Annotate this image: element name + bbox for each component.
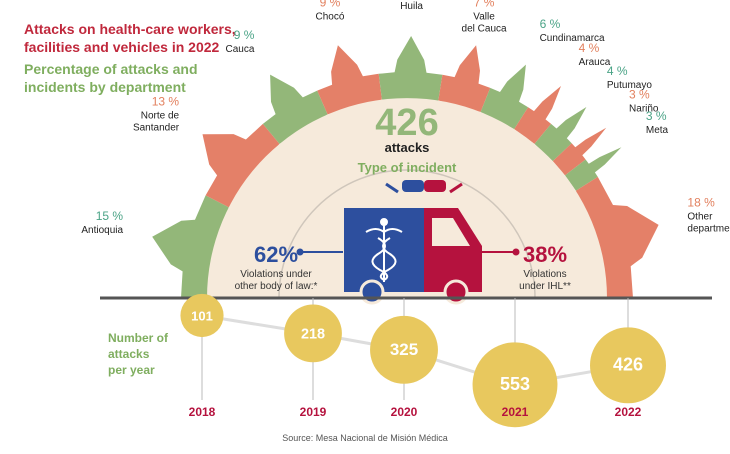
year-label-2018: 2018 — [189, 405, 216, 419]
type-of-incident-label: Type of incident — [358, 160, 457, 175]
incident-label-right-2: under IHL** — [519, 281, 571, 292]
department-slice-9 — [552, 127, 607, 176]
department-sectors — [152, 36, 659, 298]
total-attacks-label: attacks — [385, 140, 430, 155]
incident-value-right: 38% — [523, 242, 567, 267]
department-name-0-0: Antioquia — [81, 225, 123, 236]
department-value-8: 4 % — [607, 64, 628, 78]
department-value-2: 9 % — [234, 28, 255, 42]
department-value-3: 9 % — [320, 0, 341, 9]
incident-label-right-1: Violations — [523, 269, 566, 280]
source-text: Mesa Nacional de Misión Médica — [315, 433, 448, 443]
department-name-1-1: Santander — [133, 122, 180, 133]
department-slice-3 — [317, 45, 382, 115]
department-slice-8 — [534, 107, 587, 162]
department-name-5-0: Valle — [473, 11, 495, 22]
department-slice-7 — [514, 86, 561, 144]
department-name-4-0: Huila — [400, 1, 423, 12]
department-name-9-0: Nariño — [629, 103, 659, 114]
year-bubble-2018 — [180, 293, 224, 338]
department-name-11-0: Other — [687, 212, 713, 223]
department-slice-6 — [480, 64, 529, 130]
department-slice-5 — [438, 45, 491, 112]
department-value-10: 3 % — [646, 109, 667, 123]
department-name-3-0: Chocó — [315, 11, 344, 22]
department-name-8-0: Putumayo — [607, 80, 652, 91]
ambulance-light-red — [424, 180, 446, 192]
year-value-2018: 101 — [191, 308, 213, 323]
department-value-5: 7 % — [474, 0, 495, 9]
department-value-0: 15 % — [96, 209, 124, 223]
total-attacks-value: 426 — [375, 102, 438, 144]
department-slice-1 — [202, 123, 280, 208]
yearly-label-1: Number of — [108, 331, 169, 345]
ambulance-wheel-front — [443, 279, 469, 305]
department-slice-2 — [262, 74, 328, 144]
year-label-2022: 2022 — [615, 405, 642, 419]
year-label-2021: 2021 — [502, 405, 529, 419]
incident-label-left-1: Violations under — [240, 269, 312, 280]
caduceus-icon — [365, 218, 403, 282]
year-value-2022: 426 — [613, 354, 643, 374]
inner-disc — [207, 98, 607, 298]
department-name-2-0: Cauca — [226, 44, 255, 55]
ambulance-light-blue — [402, 180, 424, 192]
department-name-11-1: departments — [687, 224, 730, 235]
department-name-6-0: Cundinamarca — [540, 33, 605, 44]
incident-label-left-2: other body of law:* — [235, 281, 318, 292]
department-value-6: 6 % — [540, 17, 561, 31]
year-bubble-2021 — [472, 342, 558, 428]
ambulance-wheel-rear — [359, 279, 385, 305]
department-value-9: 3 % — [629, 87, 650, 101]
department-name-5-1: del Cauca — [462, 23, 507, 34]
department-name-7-0: Arauca — [579, 57, 611, 68]
department-slice-11 — [575, 176, 659, 298]
source-note: Source: Mesa Nacional de Misión Médica — [0, 433, 730, 443]
year-value-2019: 218 — [301, 326, 325, 342]
year-bubble-2022 — [590, 327, 666, 404]
year-label-2020: 2020 — [391, 405, 418, 419]
ambulance-icon — [344, 180, 482, 305]
year-value-2020: 325 — [390, 340, 418, 359]
department-slice-10 — [565, 147, 622, 191]
department-name-10-0: Meta — [646, 125, 669, 136]
department-value-1: 13 % — [152, 94, 180, 108]
ambulance-window — [432, 218, 470, 246]
incident-value-left: 62% — [254, 242, 298, 267]
source-label: Source: — [282, 433, 314, 443]
year-bubble-2020 — [370, 315, 438, 384]
title: Attacks on health-care workers, faciliti… — [24, 21, 236, 55]
year-label-2019: 2019 — [300, 405, 327, 419]
year-value-2021: 553 — [500, 374, 530, 394]
year-bubble-2019 — [284, 304, 342, 363]
yearly-label-2: attacks — [108, 347, 150, 361]
department-value-11: 18 % — [687, 196, 715, 210]
department-name-1-0: Norte de — [141, 110, 180, 121]
department-value-7: 4 % — [579, 41, 600, 55]
guide-arc — [278, 169, 536, 299]
department-slice-4 — [378, 36, 443, 101]
subtitle: Percentage of attacks and incidents by d… — [24, 61, 198, 95]
year-bubbles: 101 2018 218 2019 325 2020 553 2021 426 2022 — [180, 293, 666, 428]
yearly-label-3: per year — [108, 363, 155, 377]
